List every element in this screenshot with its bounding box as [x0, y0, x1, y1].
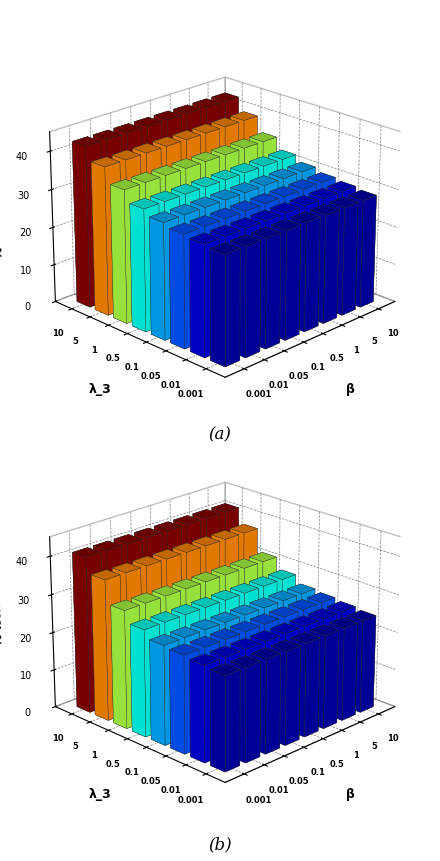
X-axis label: β: β — [346, 382, 355, 395]
Y-axis label: λ_3: λ_3 — [88, 787, 111, 800]
Text: (a): (a) — [209, 426, 231, 443]
Y-axis label: λ_3: λ_3 — [88, 382, 111, 395]
X-axis label: β: β — [346, 787, 355, 800]
Text: (b): (b) — [208, 835, 232, 852]
